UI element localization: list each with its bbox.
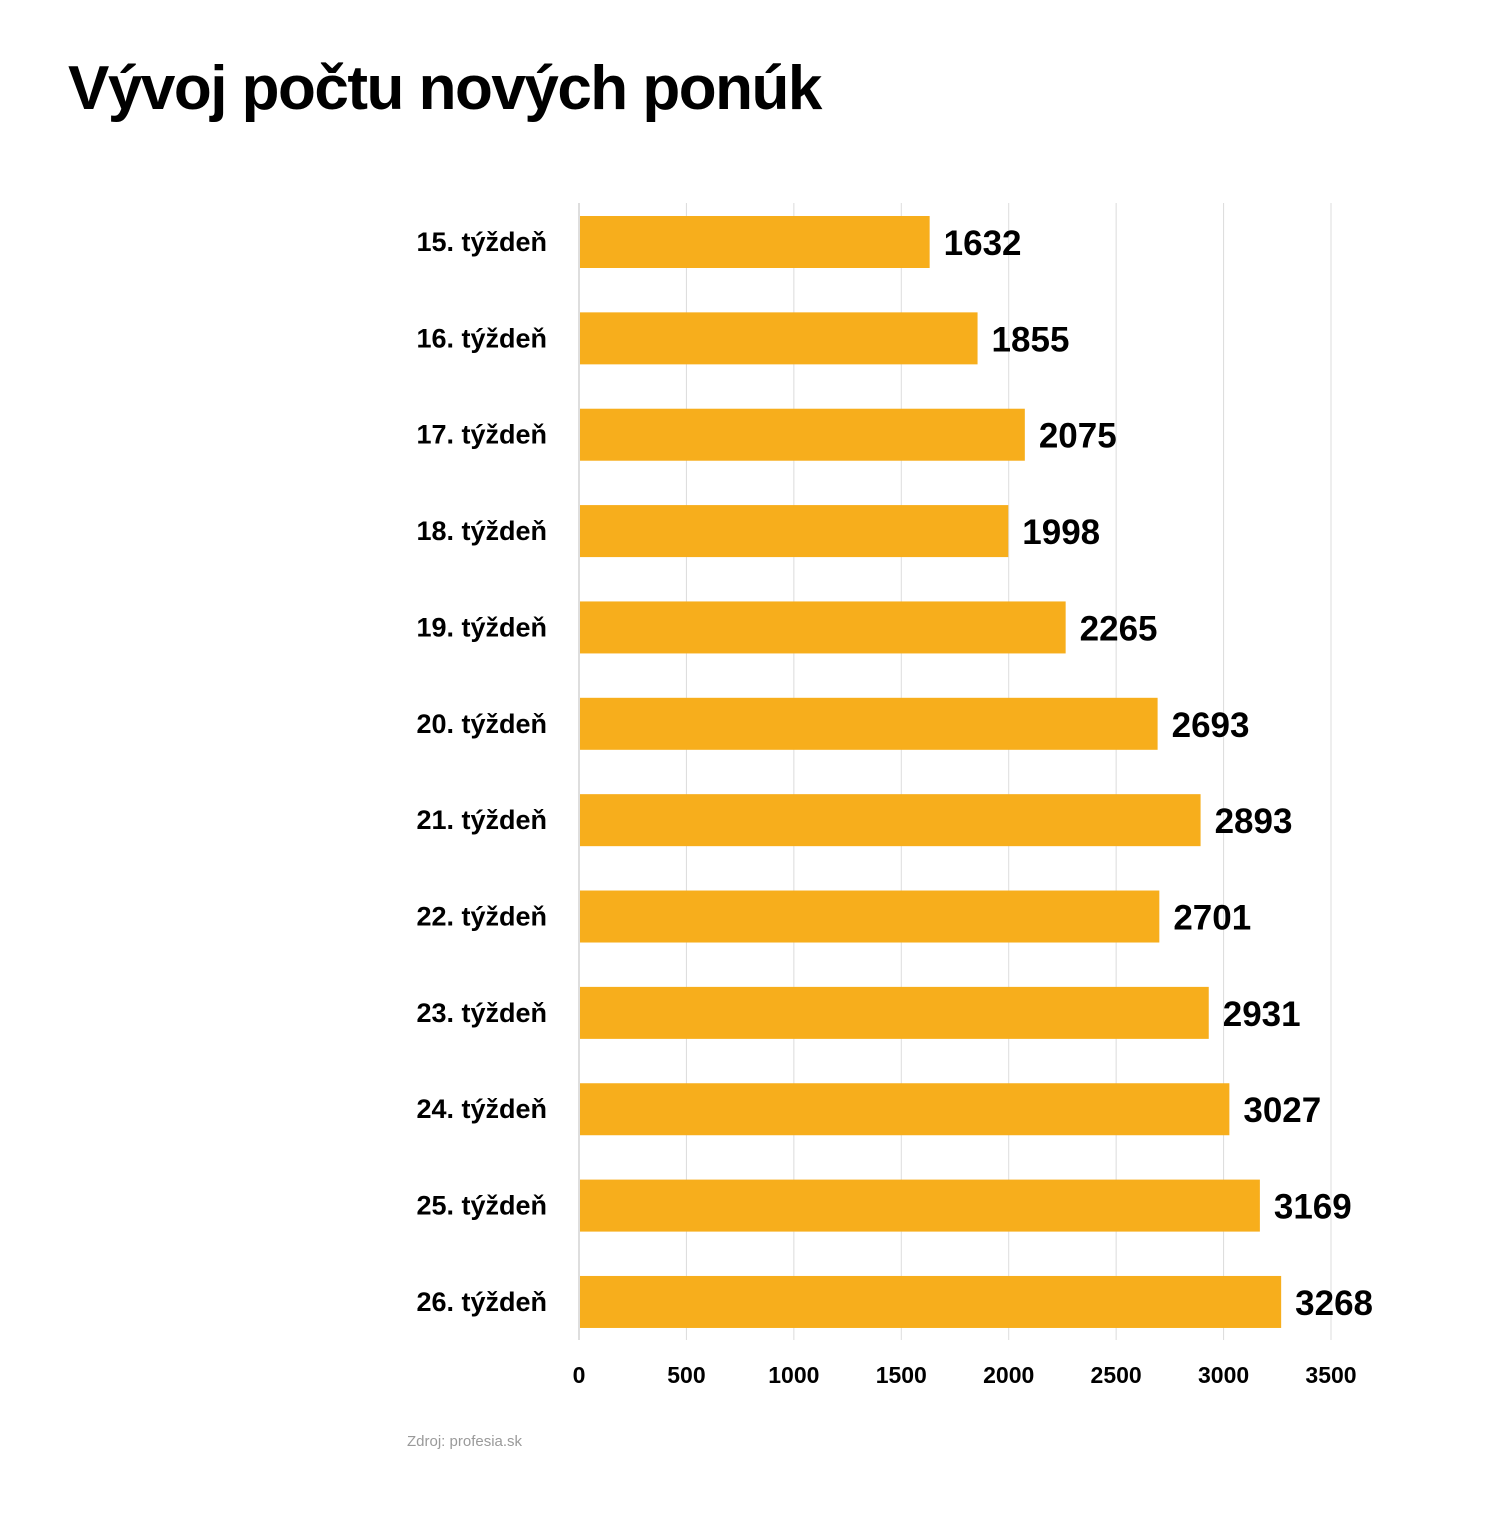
- value-label: 2075: [1039, 417, 1117, 456]
- bar: [580, 408, 1025, 461]
- bar: [580, 312, 978, 365]
- bar: [580, 1179, 1260, 1232]
- x-tick-label: 2000: [983, 1362, 1034, 1388]
- category-label: 24. týždeň: [416, 1094, 547, 1124]
- value-label: 3268: [1295, 1284, 1373, 1323]
- x-tick-label: 2500: [1091, 1362, 1142, 1388]
- x-tick-label: 0: [573, 1362, 586, 1388]
- category-label: 22. týždeň: [416, 902, 547, 932]
- category-label: 16. týždeň: [416, 323, 547, 353]
- bar: [580, 505, 1009, 558]
- value-label: 2931: [1223, 995, 1301, 1034]
- x-axis-tick-labels: 0 500 1000 1500 2000 2500 3000 3500: [573, 1362, 1357, 1388]
- category-labels: 15. týždeň 16. týždeň 17. týždeň 18. týždeň…: [416, 227, 547, 1317]
- value-label: 1998: [1022, 513, 1100, 552]
- bar: [580, 1275, 1282, 1328]
- value-label: 2893: [1215, 802, 1293, 841]
- value-label: 3169: [1274, 1188, 1352, 1227]
- category-label: 23. týždeň: [416, 998, 547, 1028]
- x-tick-label: 3500: [1305, 1362, 1356, 1388]
- source-note: Zdroj: profesia.sk: [407, 1433, 523, 1450]
- x-tick-label: 1500: [876, 1362, 927, 1388]
- category-label: 18. týždeň: [416, 516, 547, 546]
- chart-title: Vývoj počtu nových ponúk: [68, 54, 822, 123]
- category-label: 21. týždeň: [416, 805, 547, 835]
- x-tick-label: 3000: [1198, 1362, 1249, 1388]
- value-label: 2693: [1172, 706, 1250, 745]
- bar: [580, 794, 1201, 847]
- x-tick-label: 500: [667, 1362, 705, 1388]
- value-label: 3027: [1243, 1091, 1321, 1130]
- category-label: 17. týždeň: [416, 420, 547, 450]
- category-label: 19. týždeň: [416, 612, 547, 642]
- grid-lines: [578, 203, 1332, 1340]
- bar: [580, 890, 1160, 943]
- bars: [580, 216, 1282, 1328]
- bar: [580, 697, 1158, 750]
- value-label: 2701: [1173, 899, 1251, 938]
- bar: [580, 1083, 1230, 1136]
- value-labels: 1632 1855 2075 1998 2265 2693 2893 2701 2931 3027…: [944, 224, 1373, 1323]
- bar: [580, 216, 930, 268]
- bar: [580, 601, 1066, 654]
- value-label: 1855: [992, 320, 1070, 359]
- category-label: 25. týždeň: [416, 1191, 547, 1221]
- category-label: 20. týždeň: [416, 709, 547, 739]
- category-label: 15. týždeň: [416, 227, 547, 257]
- x-tick-label: 1000: [768, 1362, 819, 1388]
- bar: [580, 986, 1209, 1039]
- value-label: 2265: [1080, 609, 1158, 648]
- category-label: 26. týždeň: [416, 1287, 547, 1317]
- value-label: 1632: [944, 224, 1022, 263]
